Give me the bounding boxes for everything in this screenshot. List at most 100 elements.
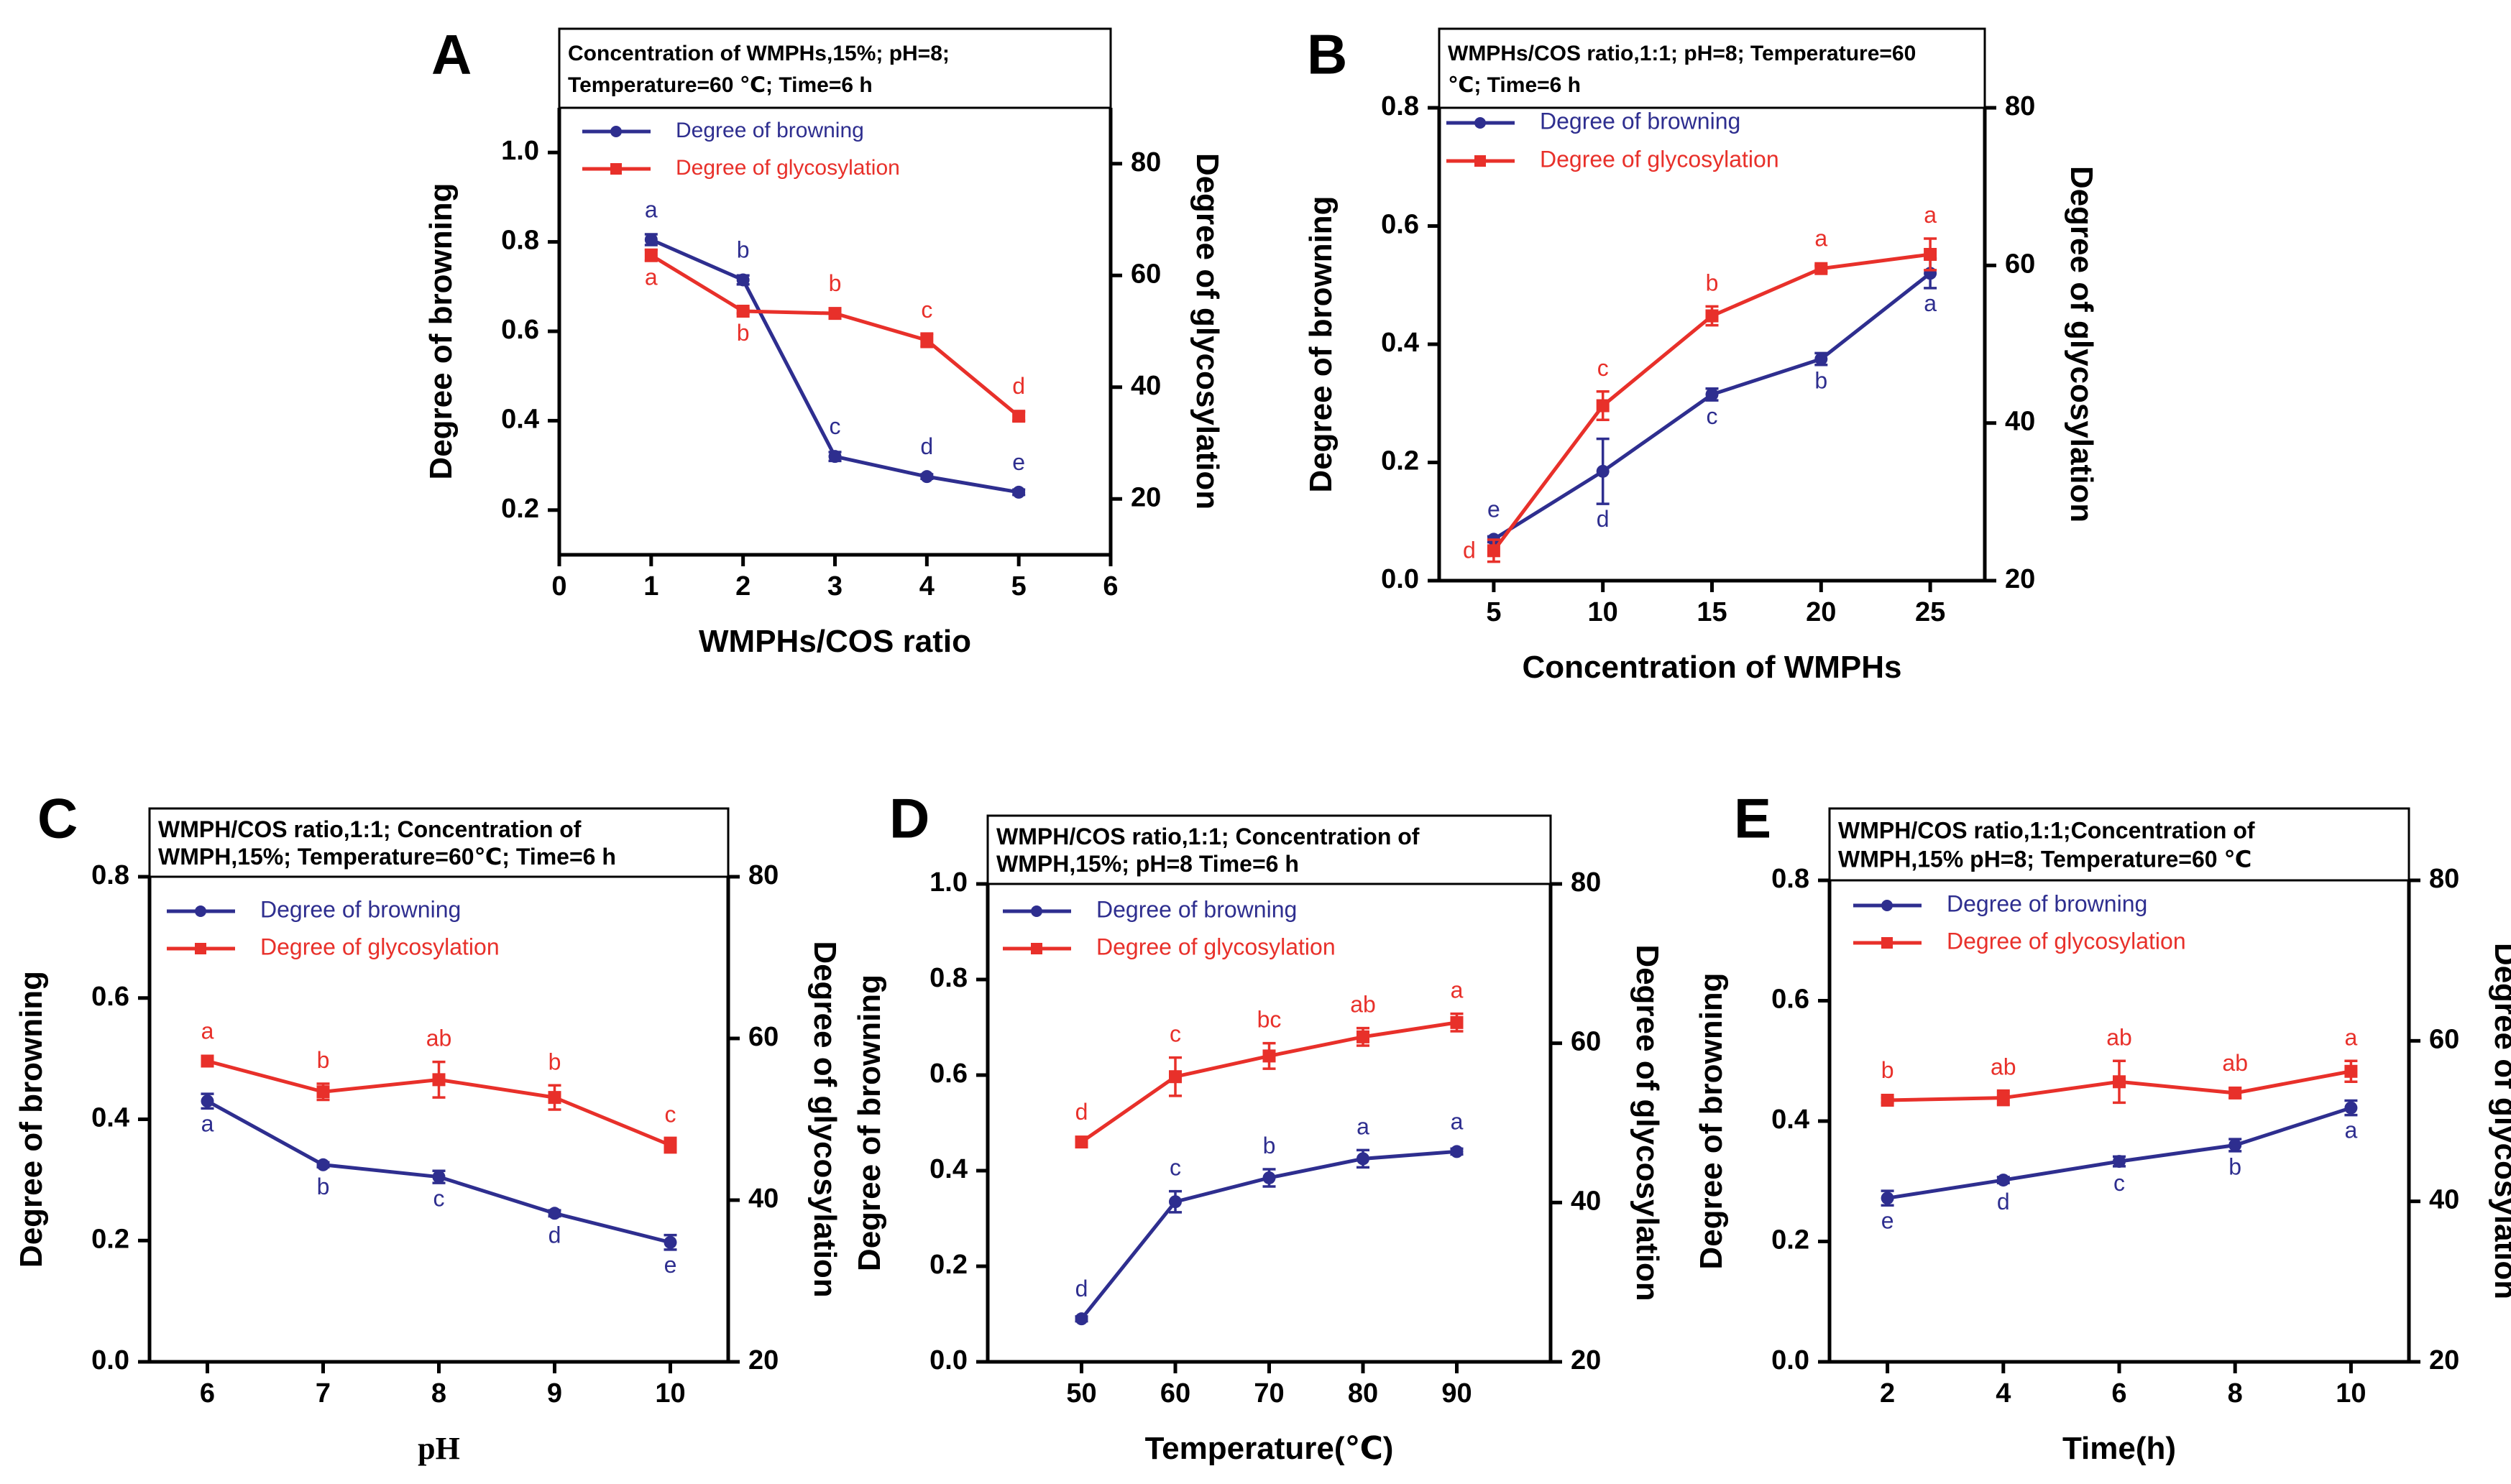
data-point [1596, 464, 1610, 478]
legend-entry: Degree of browning [582, 119, 864, 142]
legend-marker [195, 905, 206, 917]
series-browning: a b c d e [644, 196, 1026, 499]
significance-letter: e [1487, 496, 1500, 522]
data-point [1262, 1049, 1276, 1063]
y-left-tick-label: 0.8 [1771, 864, 1809, 894]
data-point [1357, 1030, 1369, 1043]
x-tick-label: 80 [1348, 1378, 1378, 1409]
data-point [2113, 1075, 2126, 1089]
y-right-tick-label: 20 [2005, 564, 2035, 594]
data-point [920, 333, 934, 347]
data-point [1996, 1174, 2010, 1187]
y-left-tick-label: 0.4 [929, 1154, 968, 1184]
y-right-tick-label: 80 [1131, 147, 1161, 178]
axes: 50 60 70 80 90 0.0 0.2 0.4 0.6 0.8 1.0 20 40 60 80 [929, 867, 1601, 1409]
panel-e: E WMPH/COS ratio,1:1;Concentration of WMPH… [1694, 787, 2511, 1466]
y-left-tick-label: 0.2 [91, 1224, 129, 1254]
significance-letter: ab [2222, 1050, 2248, 1076]
significance-letter: a [1924, 202, 1937, 228]
legend-marker [1474, 117, 1486, 129]
legend-entry: Degree of browning [167, 896, 461, 922]
y-right-title: Degree of glycosylation [807, 941, 843, 1297]
significance-letter: d [1463, 537, 1476, 563]
x-tick-label: 10 [655, 1378, 685, 1409]
x-axis-title: WMPHs/COS ratio [699, 624, 971, 659]
legend-entry: Degree of glycosylation [582, 156, 900, 180]
x-tick-label: 25 [1915, 597, 1945, 627]
legend-marker [1474, 155, 1486, 167]
y-right-tick-label: 40 [1131, 371, 1161, 401]
axes: 2 4 6 8 10 0.0 0.2 0.4 0.6 0.8 20 40 60 80 [1771, 864, 2459, 1409]
data-point [316, 1158, 330, 1171]
x-tick-label: 3 [827, 571, 843, 602]
data-point [1924, 247, 1937, 261]
significance-letter: d [1075, 1099, 1088, 1125]
significance-letter: b [737, 320, 750, 346]
x-tick-label: 5 [1011, 571, 1027, 602]
data-point [828, 450, 842, 464]
legend-entry: Degree of glycosylation [1853, 928, 2186, 954]
legend-label: Degree of browning [1096, 896, 1297, 922]
data-point [920, 470, 934, 484]
legend-entry: Degree of glycosylation [1003, 934, 1336, 959]
conditions-line: WMPH,15% pH=8; Temperature=60 ℃ [1838, 846, 2251, 872]
data-point [2344, 1101, 2358, 1115]
y-right-tick-label: 80 [2429, 864, 2459, 894]
y-left-tick-label: 0.0 [929, 1345, 968, 1375]
y-left-tick-label: 0.8 [91, 860, 129, 890]
axes: 6 7 8 9 10 0.0 0.2 0.4 0.6 0.8 20 40 60 80 [91, 860, 779, 1409]
legend-label: Degree of browning [260, 896, 461, 922]
y-right-tick-label: 40 [2005, 407, 2035, 437]
significance-letter: d [1075, 1276, 1088, 1301]
y-left-title: Degree of browning [1303, 195, 1339, 492]
legend-marker [1881, 900, 1893, 911]
data-point [432, 1170, 446, 1184]
significance-letter: a [2345, 1117, 2358, 1143]
y-left-tick-label: 0.6 [501, 315, 539, 345]
x-tick-label: 70 [1254, 1378, 1284, 1409]
y-left-tick-label: 0.4 [501, 404, 539, 434]
significance-letter: a [201, 1018, 214, 1044]
legend-label: Degree of browning [1947, 890, 2147, 916]
significance-letter: c [921, 297, 932, 323]
legend-entry: Degree of glycosylation [167, 934, 500, 959]
data-point [201, 1054, 214, 1068]
conditions-line: Concentration of WMPHs,15%; pH=8; [568, 42, 950, 65]
significance-letter: b [317, 1174, 330, 1199]
panel-label: C [37, 787, 78, 850]
x-axis-title: Time(h) [2062, 1431, 2176, 1466]
significance-letter: ab [426, 1026, 452, 1051]
legend-label: Degree of glycosylation [1096, 934, 1336, 959]
series-glycosylation: b ab ab ab a [1881, 1024, 2358, 1107]
significance-letter: b [829, 270, 842, 296]
data-point [1012, 485, 1026, 499]
x-tick-label: 15 [1697, 597, 1727, 627]
y-right-tick-label: 60 [1131, 259, 1161, 289]
series-glycosylation: a b b c d [644, 248, 1026, 423]
data-point [1450, 1015, 1464, 1029]
data-point [1705, 387, 1719, 401]
legend-marker [610, 126, 622, 137]
significance-letter: d [920, 433, 933, 459]
x-tick-label: 8 [2228, 1378, 2243, 1409]
y-left-tick-label: 0.6 [1771, 985, 1809, 1015]
legend-entry: Degree of browning [1446, 108, 1740, 134]
data-point [664, 1235, 677, 1249]
significance-letter: b [1706, 269, 1719, 295]
y-left-tick-label: 0.4 [1771, 1105, 1809, 1135]
data-point [1881, 1192, 1894, 1205]
conditions-line: WMPHs/COS ratio,1:1; pH=8; Temperature=6… [1448, 42, 1916, 65]
x-axis-title: Concentration of WMPHs [1523, 650, 1902, 685]
panel-d: D WMPH/COS ratio,1:1; Concentration ofWMP… [852, 787, 1665, 1466]
legend-label: Degree of browning [1540, 108, 1740, 134]
x-tick-label: 20 [1806, 597, 1836, 627]
y-right-tick-label: 60 [748, 1022, 779, 1052]
data-point [1996, 1091, 2010, 1105]
data-point [316, 1085, 330, 1099]
significance-letter: ab [1350, 992, 1376, 1018]
y-right-title: Degree of glycosylation [2064, 166, 2099, 522]
conditions-line: ℃; Time=6 h [1448, 73, 1581, 97]
series-browning: e d c b a [1881, 1099, 2358, 1233]
significance-letter: c [1170, 1021, 1181, 1047]
